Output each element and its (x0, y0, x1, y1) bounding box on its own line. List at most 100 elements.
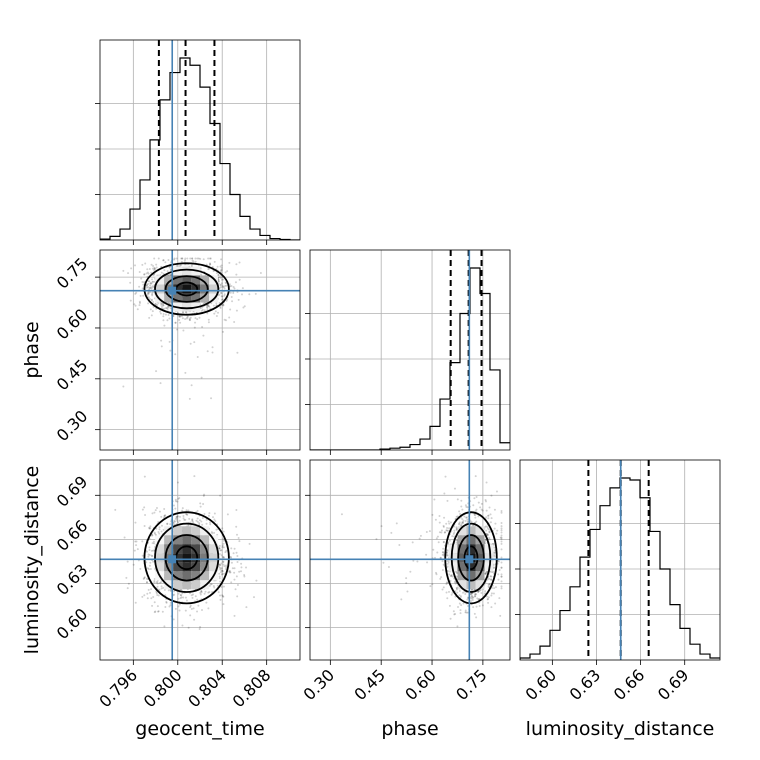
sample-point (439, 577, 442, 580)
ytick-label-phase-3: 0.75 (53, 254, 92, 293)
sample-point (443, 516, 446, 519)
sample-point (219, 265, 222, 268)
sample-point (489, 513, 492, 516)
sample-point (160, 585, 163, 588)
data-phase-vs-geocent-time (100, 250, 300, 450)
sample-point (500, 536, 503, 539)
sample-point (209, 523, 212, 526)
sample-point (185, 599, 188, 602)
sample-point (198, 523, 201, 526)
sample-point (472, 606, 475, 609)
sample-point (487, 601, 490, 604)
sample-point (480, 502, 483, 505)
sample-point (177, 521, 180, 524)
sample-point (425, 553, 428, 556)
sample-point (178, 515, 181, 518)
sample-point (228, 283, 231, 286)
sample-point (173, 590, 176, 593)
sample-point (176, 481, 179, 484)
sample-point (232, 286, 235, 289)
sample-point (143, 524, 146, 527)
density-cell (173, 284, 183, 294)
sample-point (473, 513, 476, 516)
sample-point (455, 515, 458, 518)
sample-point (229, 571, 232, 574)
sample-point (488, 583, 491, 586)
density-cell (457, 544, 467, 554)
sample-point (181, 624, 184, 627)
sample-point (442, 547, 445, 550)
sample-point (395, 522, 398, 525)
sample-point (493, 551, 496, 554)
sample-point (145, 550, 148, 553)
sample-point (164, 605, 167, 608)
sample-point (485, 481, 488, 484)
sample-point (436, 535, 439, 538)
sample-point (477, 590, 480, 593)
sample-point (218, 547, 221, 550)
sample-point (180, 594, 183, 597)
sample-point (144, 514, 147, 517)
sample-point (216, 584, 219, 587)
sample-point (255, 579, 258, 582)
sample-point (169, 523, 172, 526)
sample-point (202, 494, 205, 497)
sample-point (160, 271, 163, 274)
sample-point (464, 504, 467, 507)
sample-point (150, 271, 153, 274)
sample-point (219, 284, 222, 287)
sample-point (153, 542, 156, 545)
sample-point (416, 560, 419, 563)
sample-point (212, 270, 215, 273)
sample-point (220, 269, 223, 272)
sample-point (219, 567, 222, 570)
sample-point (475, 520, 478, 523)
sample-point (493, 555, 496, 558)
sample-point (209, 263, 212, 266)
sample-point (497, 578, 500, 581)
contour-2-distance-vs-geocent-time (154, 522, 220, 593)
sample-point (212, 585, 215, 588)
xtick-label-geocent-time-2: 0.804 (184, 665, 230, 711)
sample-point (174, 498, 177, 501)
sample-point (184, 609, 187, 612)
sample-point (163, 515, 166, 518)
sample-point (493, 508, 496, 511)
sample-point (222, 304, 225, 307)
sample-point (225, 566, 228, 569)
sample-point (435, 573, 438, 576)
sample-point (488, 528, 491, 531)
sample-point (219, 568, 222, 571)
sample-point (400, 598, 403, 601)
sample-point (222, 560, 225, 563)
sample-point (461, 521, 464, 524)
sample-point (398, 544, 401, 547)
sample-point (486, 527, 489, 530)
sample-point (191, 520, 194, 523)
sample-point (485, 529, 488, 532)
sample-point (181, 509, 184, 512)
sample-point (141, 287, 144, 290)
density-cell (164, 544, 174, 554)
sample-point (425, 531, 428, 534)
sample-point (444, 475, 447, 478)
sample-point (476, 597, 479, 600)
sample-point (220, 549, 223, 552)
sample-point (236, 291, 239, 294)
sample-point (191, 596, 194, 599)
sample-point (174, 507, 177, 510)
sample-point (382, 561, 385, 564)
density-cell (191, 553, 201, 563)
sample-point (500, 511, 503, 514)
sample-point (500, 575, 503, 578)
sample-point (466, 518, 469, 521)
density-cell (191, 544, 201, 554)
sample-point (203, 592, 206, 595)
sample-point (225, 282, 228, 285)
sample-point (194, 260, 197, 263)
sample-point (479, 589, 482, 592)
sample-point (135, 544, 138, 547)
sample-point (472, 504, 475, 507)
data-distance-vs-phase (310, 460, 510, 660)
sample-point (455, 529, 458, 532)
